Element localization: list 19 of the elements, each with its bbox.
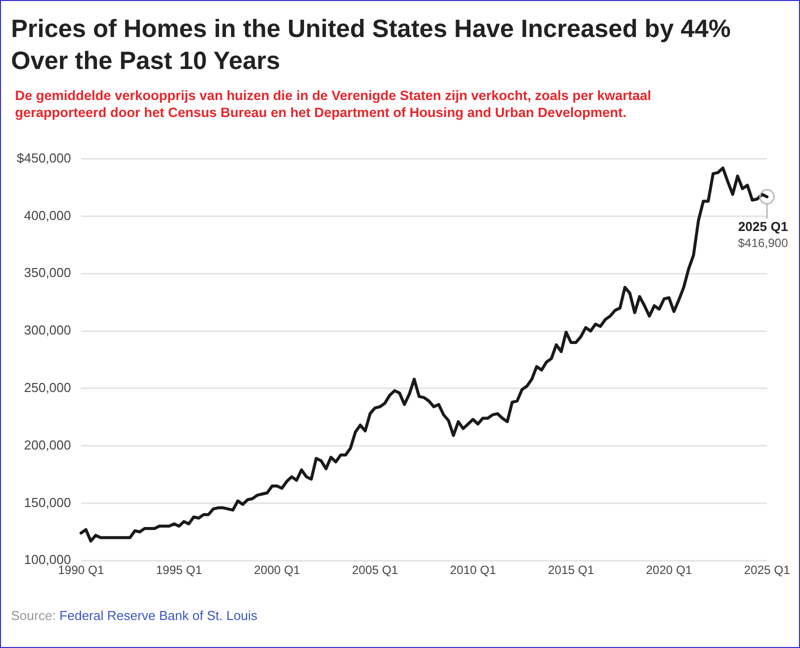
y-tick-label: 200,000	[24, 437, 71, 452]
x-tick-label: 1995 Q1	[156, 563, 202, 578]
y-tick-label: $450,000	[16, 150, 71, 166]
data-label: $416,900	[738, 236, 788, 250]
y-tick-label: 250,000	[24, 380, 71, 395]
source-note: Source: Federal Reserve Bank of St. Louis	[11, 608, 258, 623]
chart-title: Prices of Homes in the United States Have Increased by 44% Over the Past 10 Years	[11, 14, 732, 77]
y-tick-label: 300,000	[24, 322, 71, 338]
x-tick-label: 2010 Q1	[450, 563, 496, 578]
y-tick-label: 350,000	[24, 265, 71, 280]
y-tick-label: 150,000	[24, 494, 71, 510]
y-tick-label: 400,000	[24, 208, 71, 223]
chart-subtitle: De gemiddelde verkoopprijs van huizen die in de Verenigde Staten zijn verkocht, zoals per kwartaal gerapporteerd door het Census Bureau en het Department of Housing and Urban Development.	[15, 87, 652, 121]
x-tick-label: 2000 Q1	[254, 563, 300, 578]
x-tick-label: 2005 Q1	[352, 563, 398, 578]
annotation: 2025 Q1	[738, 218, 788, 234]
x-tick-label: 2015 Q1	[548, 563, 594, 578]
x-tick-label: 2025 Q1	[744, 563, 790, 578]
x-tick-label: 2020 Q1	[646, 563, 692, 578]
